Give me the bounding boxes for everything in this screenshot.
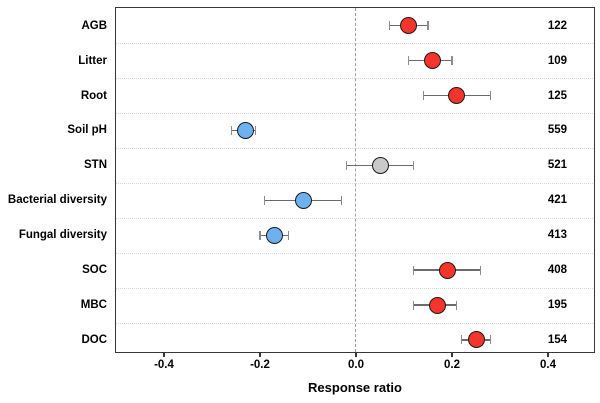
sample-size-label: 413: [547, 229, 567, 242]
category-label: Bacterial diversity: [7, 194, 107, 207]
data-point-marker: [429, 296, 447, 314]
data-point-marker: [294, 191, 312, 209]
error-bar-cap-left: [264, 195, 266, 205]
category-label: DOC: [81, 333, 107, 346]
x-axis-title: Response ratio: [308, 380, 402, 395]
error-bar-cap-right: [288, 230, 290, 240]
data-point-marker: [448, 87, 466, 105]
x-axis-tick-label: 0.2: [444, 359, 460, 371]
error-bar-cap-left: [259, 230, 261, 240]
data-point-marker: [237, 121, 255, 139]
zero-reference-line: [355, 8, 357, 352]
data-point-marker: [467, 331, 485, 349]
error-bar-cap-right: [489, 91, 492, 101]
data-point-marker: [400, 17, 418, 35]
sample-size-label: 408: [547, 264, 567, 277]
row-separator-gridline: [116, 287, 593, 289]
error-bar-cap-right: [456, 300, 458, 310]
sample-size-label: 125: [547, 89, 567, 102]
error-bar-cap-left: [460, 335, 463, 345]
x-axis-tick: [355, 352, 357, 357]
row-separator-gridline: [116, 252, 593, 254]
sample-size-label: 421: [547, 194, 567, 207]
x-axis-tick-label: 0.0: [348, 359, 364, 371]
row-separator-gridline: [116, 113, 593, 114]
sample-size-label: 559: [547, 124, 567, 137]
category-label: Fungal diversity: [18, 229, 107, 242]
plot-area: [115, 7, 595, 353]
x-axis-tick: [163, 352, 165, 357]
error-bar-cap-right: [480, 265, 482, 275]
category-label: MBC: [80, 299, 107, 312]
error-bar-cap-right: [489, 335, 492, 345]
row-separator-gridline: [116, 147, 593, 149]
category-label: Soil pH: [67, 124, 107, 137]
x-axis-tick-label: -0.4: [154, 359, 174, 371]
row-separator-gridline: [116, 322, 593, 324]
x-axis-tick: [259, 352, 261, 357]
x-axis-tick: [451, 352, 453, 357]
row-separator-gridline: [116, 217, 593, 219]
error-bar-cap-left: [345, 160, 348, 170]
error-bar-cap-left: [412, 265, 415, 275]
category-label: Root: [80, 89, 107, 102]
error-bar-cap-left: [388, 21, 391, 31]
error-bar-cap-right: [427, 21, 429, 31]
data-point-marker: [424, 52, 442, 70]
sample-size-label: 109: [547, 54, 567, 67]
data-point-marker: [371, 156, 389, 174]
category-label: STN: [84, 159, 107, 172]
error-bar-cap-left: [230, 125, 232, 135]
category-label: SOC: [82, 264, 107, 277]
row-separator-gridline: [116, 43, 593, 45]
data-point-marker: [265, 226, 283, 244]
error-bar-cap-right: [340, 195, 343, 205]
error-bar-cap-right: [254, 125, 256, 135]
error-bar-cap-left: [422, 91, 424, 101]
row-separator-gridline: [116, 78, 593, 80]
x-axis-tick: [547, 352, 549, 357]
sample-size-label: 195: [547, 299, 567, 312]
sample-size-label: 122: [547, 19, 567, 32]
error-bar-cap-right: [451, 56, 453, 66]
sample-size-label: 154: [547, 333, 567, 346]
x-axis-tick-label: -0.2: [250, 359, 270, 371]
category-label: AGB: [81, 19, 107, 32]
sample-size-label: 521: [547, 159, 567, 172]
error-bar-cap-left: [412, 300, 415, 310]
category-label: Litter: [78, 54, 107, 67]
error-bar-cap-left: [408, 56, 410, 66]
data-point-marker: [438, 261, 456, 279]
row-separator-gridline: [116, 182, 593, 184]
x-axis-tick-label: 0.4: [540, 359, 556, 371]
error-bar-cap-right: [412, 160, 415, 170]
